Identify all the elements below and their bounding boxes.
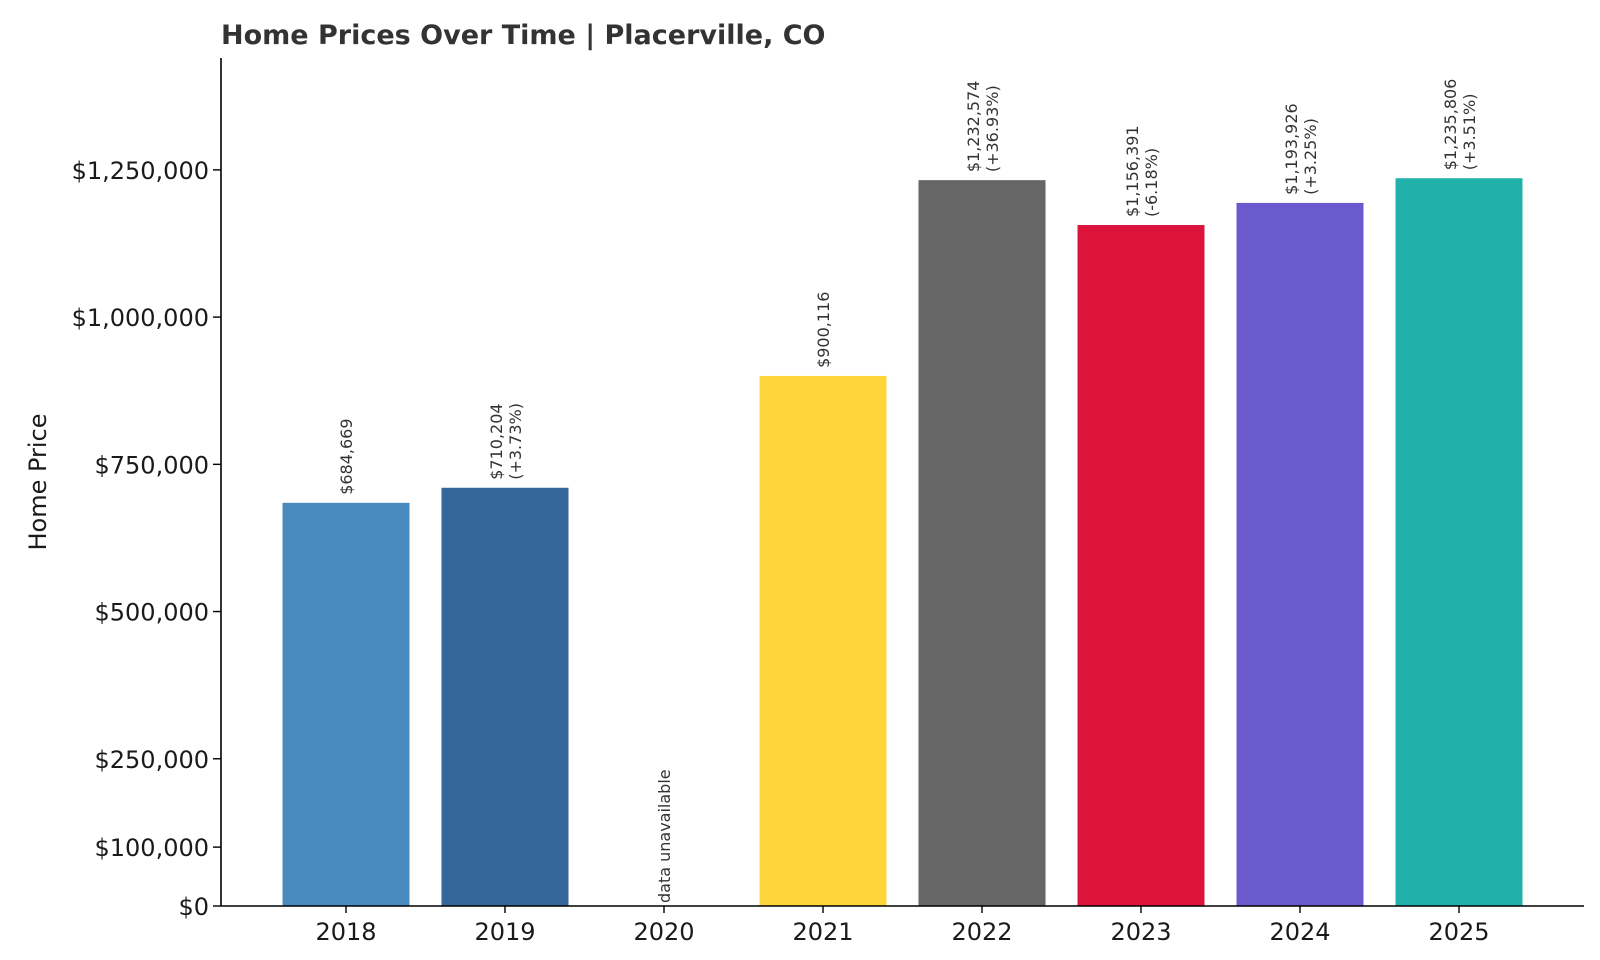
y-tick-label: $0 [178,893,209,921]
value-label: $1,232,574 [964,81,983,173]
y-tick-label: $500,000 [94,599,209,627]
plot-area: $0 $100,000 $250,000 $500,000 $750,000 $1,000… [72,79,1523,946]
change-label: (+3.25%) [1301,118,1320,195]
x-tick-label: 2018 [315,918,376,946]
bar-2023 [1077,225,1205,907]
change-label: (+3.73%) [506,403,525,480]
data-label-2021: $900,116 [814,292,833,368]
bar-2019 [441,487,569,906]
y-tick-label: $250,000 [94,746,209,774]
value-label: $1,193,926 [1282,103,1301,195]
x-tick-label: 2020 [633,918,694,946]
value-label: $1,156,391 [1123,125,1142,217]
y-tick-label: $750,000 [94,451,209,479]
x-tick-label: 2023 [1110,918,1171,946]
x-tick-label: 2024 [1269,918,1330,946]
y-tick-label: $100,000 [94,834,209,862]
bar-2018 [282,502,410,906]
data-label-2022: $1,232,574(+36.93%) [964,81,1002,173]
y-axis-label: Home Price [24,413,52,550]
value-label: $900,116 [814,292,833,368]
data-label-2024: $1,193,926(+3.25%) [1282,103,1320,195]
change-label: (-6.18%) [1142,148,1161,217]
y-tick-label: $1,250,000 [72,157,209,185]
value-label: $1,235,806 [1441,79,1460,171]
bar-2025 [1395,178,1523,907]
data-label-2025: $1,235,806(+3.51%) [1441,79,1479,171]
data-unavailable-label: data unavailable [655,769,674,903]
value-label: $710,204 [487,403,506,479]
change-label: (+3.51%) [1460,94,1479,171]
x-tick-label: 2019 [474,918,535,946]
x-tick-label: 2025 [1428,918,1489,946]
data-label-2023: $1,156,391(-6.18%) [1123,125,1161,217]
value-label: $684,669 [337,418,356,494]
data-label-2018: $684,669 [337,418,356,494]
bar-2022 [918,180,1046,906]
x-tick-label: 2021 [792,918,853,946]
data-label-2019: $710,204(+3.73%) [487,403,525,480]
bar-2021 [759,375,887,906]
bar-2024 [1236,202,1364,906]
chart-title: Home Prices Over Time | Placerville, CO [221,20,826,51]
change-label: (+36.93%) [983,85,1002,172]
x-tick-label: 2022 [951,918,1012,946]
y-tick-label: $1,000,000 [72,304,209,332]
